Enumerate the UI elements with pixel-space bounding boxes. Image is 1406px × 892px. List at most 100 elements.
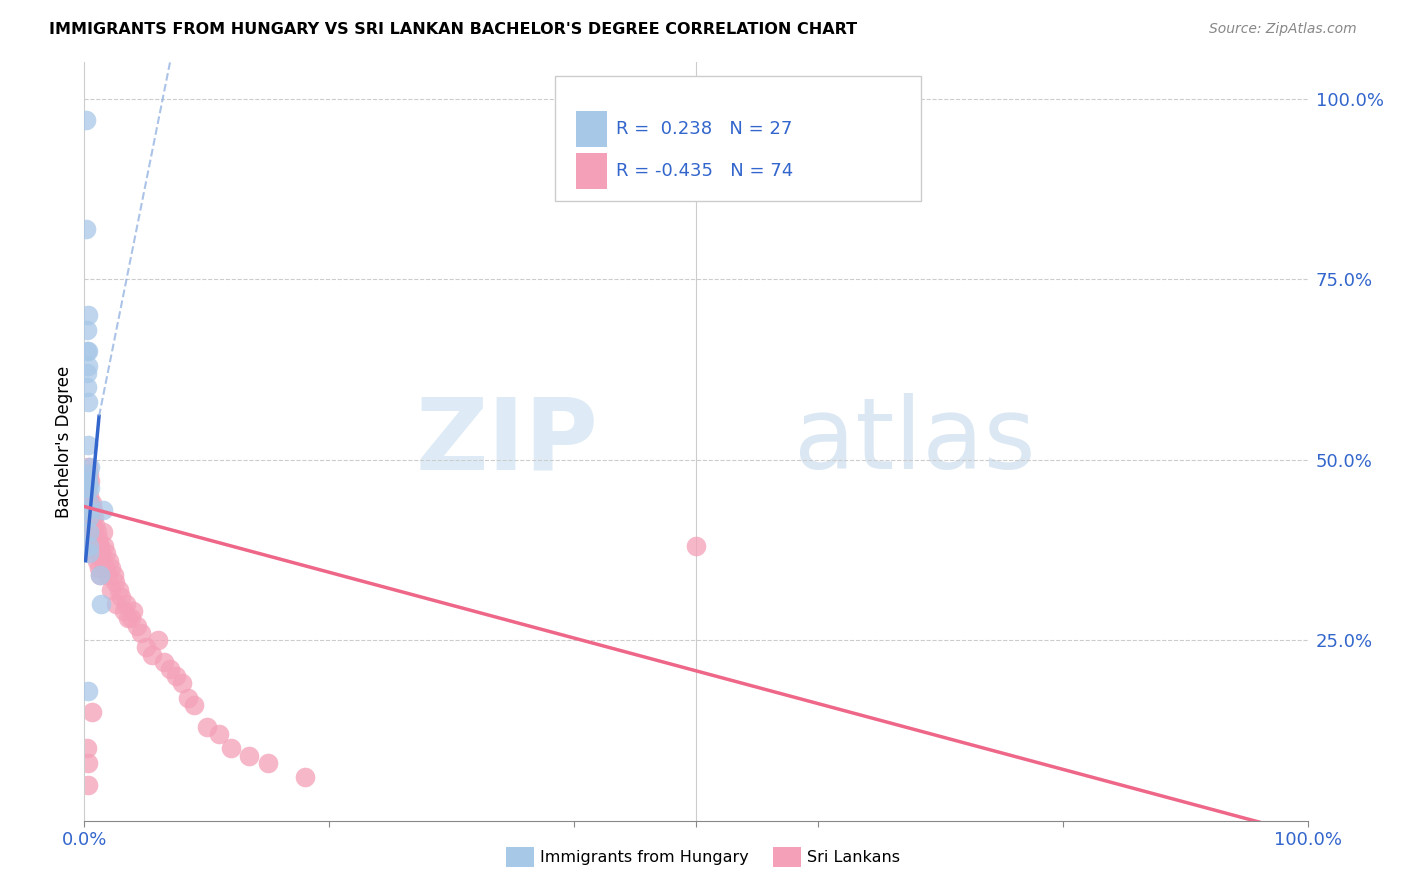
Point [135,640,157,655]
Point [87,561,110,575]
Point [79,459,101,474]
Point [80,517,103,532]
Point [80,496,103,510]
Text: Sri Lankans: Sri Lankans [807,850,900,864]
Point [120,611,142,625]
Text: R =  0.238   N = 27: R = 0.238 N = 27 [616,120,792,138]
Point [77,524,100,539]
Point [82,503,104,517]
Point [90,546,112,560]
Point [76,467,98,481]
Point [75,496,97,510]
Point [115,597,138,611]
Point [76,366,98,380]
Point [77,489,100,503]
Point [107,582,129,597]
Point [77,467,100,481]
Point [76,344,98,359]
Point [79,475,101,489]
Point [80,706,103,720]
Point [77,503,100,517]
Point [76,482,98,496]
Point [195,720,218,734]
Point [86,554,108,568]
Point [77,546,100,560]
Point [77,475,100,489]
Point [79,532,101,546]
Point [76,503,98,517]
Point [105,597,128,611]
Point [77,496,100,510]
Point [93,539,115,553]
Point [685,539,707,553]
Point [77,459,100,474]
Point [75,221,97,235]
Point [219,741,242,756]
Point [146,633,169,648]
Point [77,756,100,770]
Point [77,467,100,481]
Point [79,482,101,496]
Point [129,626,152,640]
Point [77,394,100,409]
Point [79,496,101,510]
Point [89,568,111,582]
Point [83,539,105,553]
Point [100,561,122,575]
Text: ZIP: ZIP [415,393,598,490]
Point [183,698,205,712]
Point [89,568,111,582]
Point [76,741,98,756]
Point [208,727,231,741]
Point [153,655,176,669]
Point [104,575,127,590]
Point [177,690,200,705]
Point [117,611,139,625]
Point [77,438,100,452]
Point [94,561,117,575]
Point [122,604,145,618]
Point [97,568,120,582]
Point [77,539,100,553]
Point [76,380,98,394]
Point [96,546,118,560]
Point [79,510,101,524]
Point [83,510,105,524]
Point [77,510,100,524]
Point [172,676,194,690]
Point [75,113,97,128]
Y-axis label: Bachelor's Degree: Bachelor's Degree [55,366,73,517]
Point [86,524,108,539]
Text: IMMIGRANTS FROM HUNGARY VS SRI LANKAN BACHELOR'S DEGREE CORRELATION CHART: IMMIGRANTS FROM HUNGARY VS SRI LANKAN BA… [49,22,858,37]
Point [84,546,107,560]
Point [97,554,120,568]
Point [84,517,107,532]
Text: Source: ZipAtlas.com: Source: ZipAtlas.com [1209,22,1357,37]
Point [125,618,148,632]
Point [103,568,125,582]
Point [82,524,104,539]
Text: Immigrants from Hungary: Immigrants from Hungary [540,850,748,864]
Point [91,554,114,568]
Point [77,683,100,698]
Point [82,546,104,560]
Point [90,597,112,611]
Point [87,532,110,546]
Point [294,770,316,784]
Point [238,748,260,763]
Point [89,539,111,553]
Point [159,662,181,676]
Point [77,496,100,510]
Point [91,503,114,517]
Point [77,482,100,496]
Point [110,590,132,604]
Point [77,475,100,489]
Point [77,308,100,322]
Point [77,344,100,359]
Point [76,475,98,489]
Point [100,582,122,597]
Text: atlas: atlas [794,393,1035,490]
Point [77,539,100,553]
Point [165,669,187,683]
Point [77,359,100,373]
